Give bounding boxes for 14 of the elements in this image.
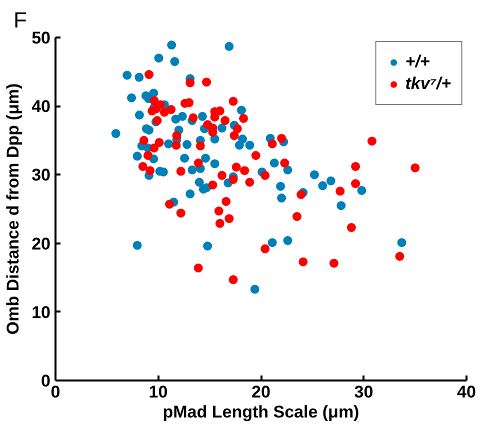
chart-title: F: [14, 8, 27, 32]
y-tick-label: 10: [32, 302, 51, 322]
y-tick-label: 40: [32, 97, 51, 116]
x-tick-label: 40: [457, 382, 476, 402]
y-axis-title: Omb Distance d from Dpp (μm): [4, 83, 23, 335]
x-tick-label: 20: [252, 382, 270, 402]
legend-label: tkv⁷/+: [405, 74, 451, 94]
x-axis-title: pMad Length Scale (μm): [162, 402, 360, 422]
x-tick-label: 30: [354, 382, 374, 402]
x-tick-label: 10: [148, 382, 168, 402]
y-tick-label: 50: [32, 28, 51, 48]
legend-label: +/+: [405, 52, 430, 72]
y-tick-label: 20: [32, 234, 51, 254]
y-tick-label: 30: [32, 166, 51, 185]
